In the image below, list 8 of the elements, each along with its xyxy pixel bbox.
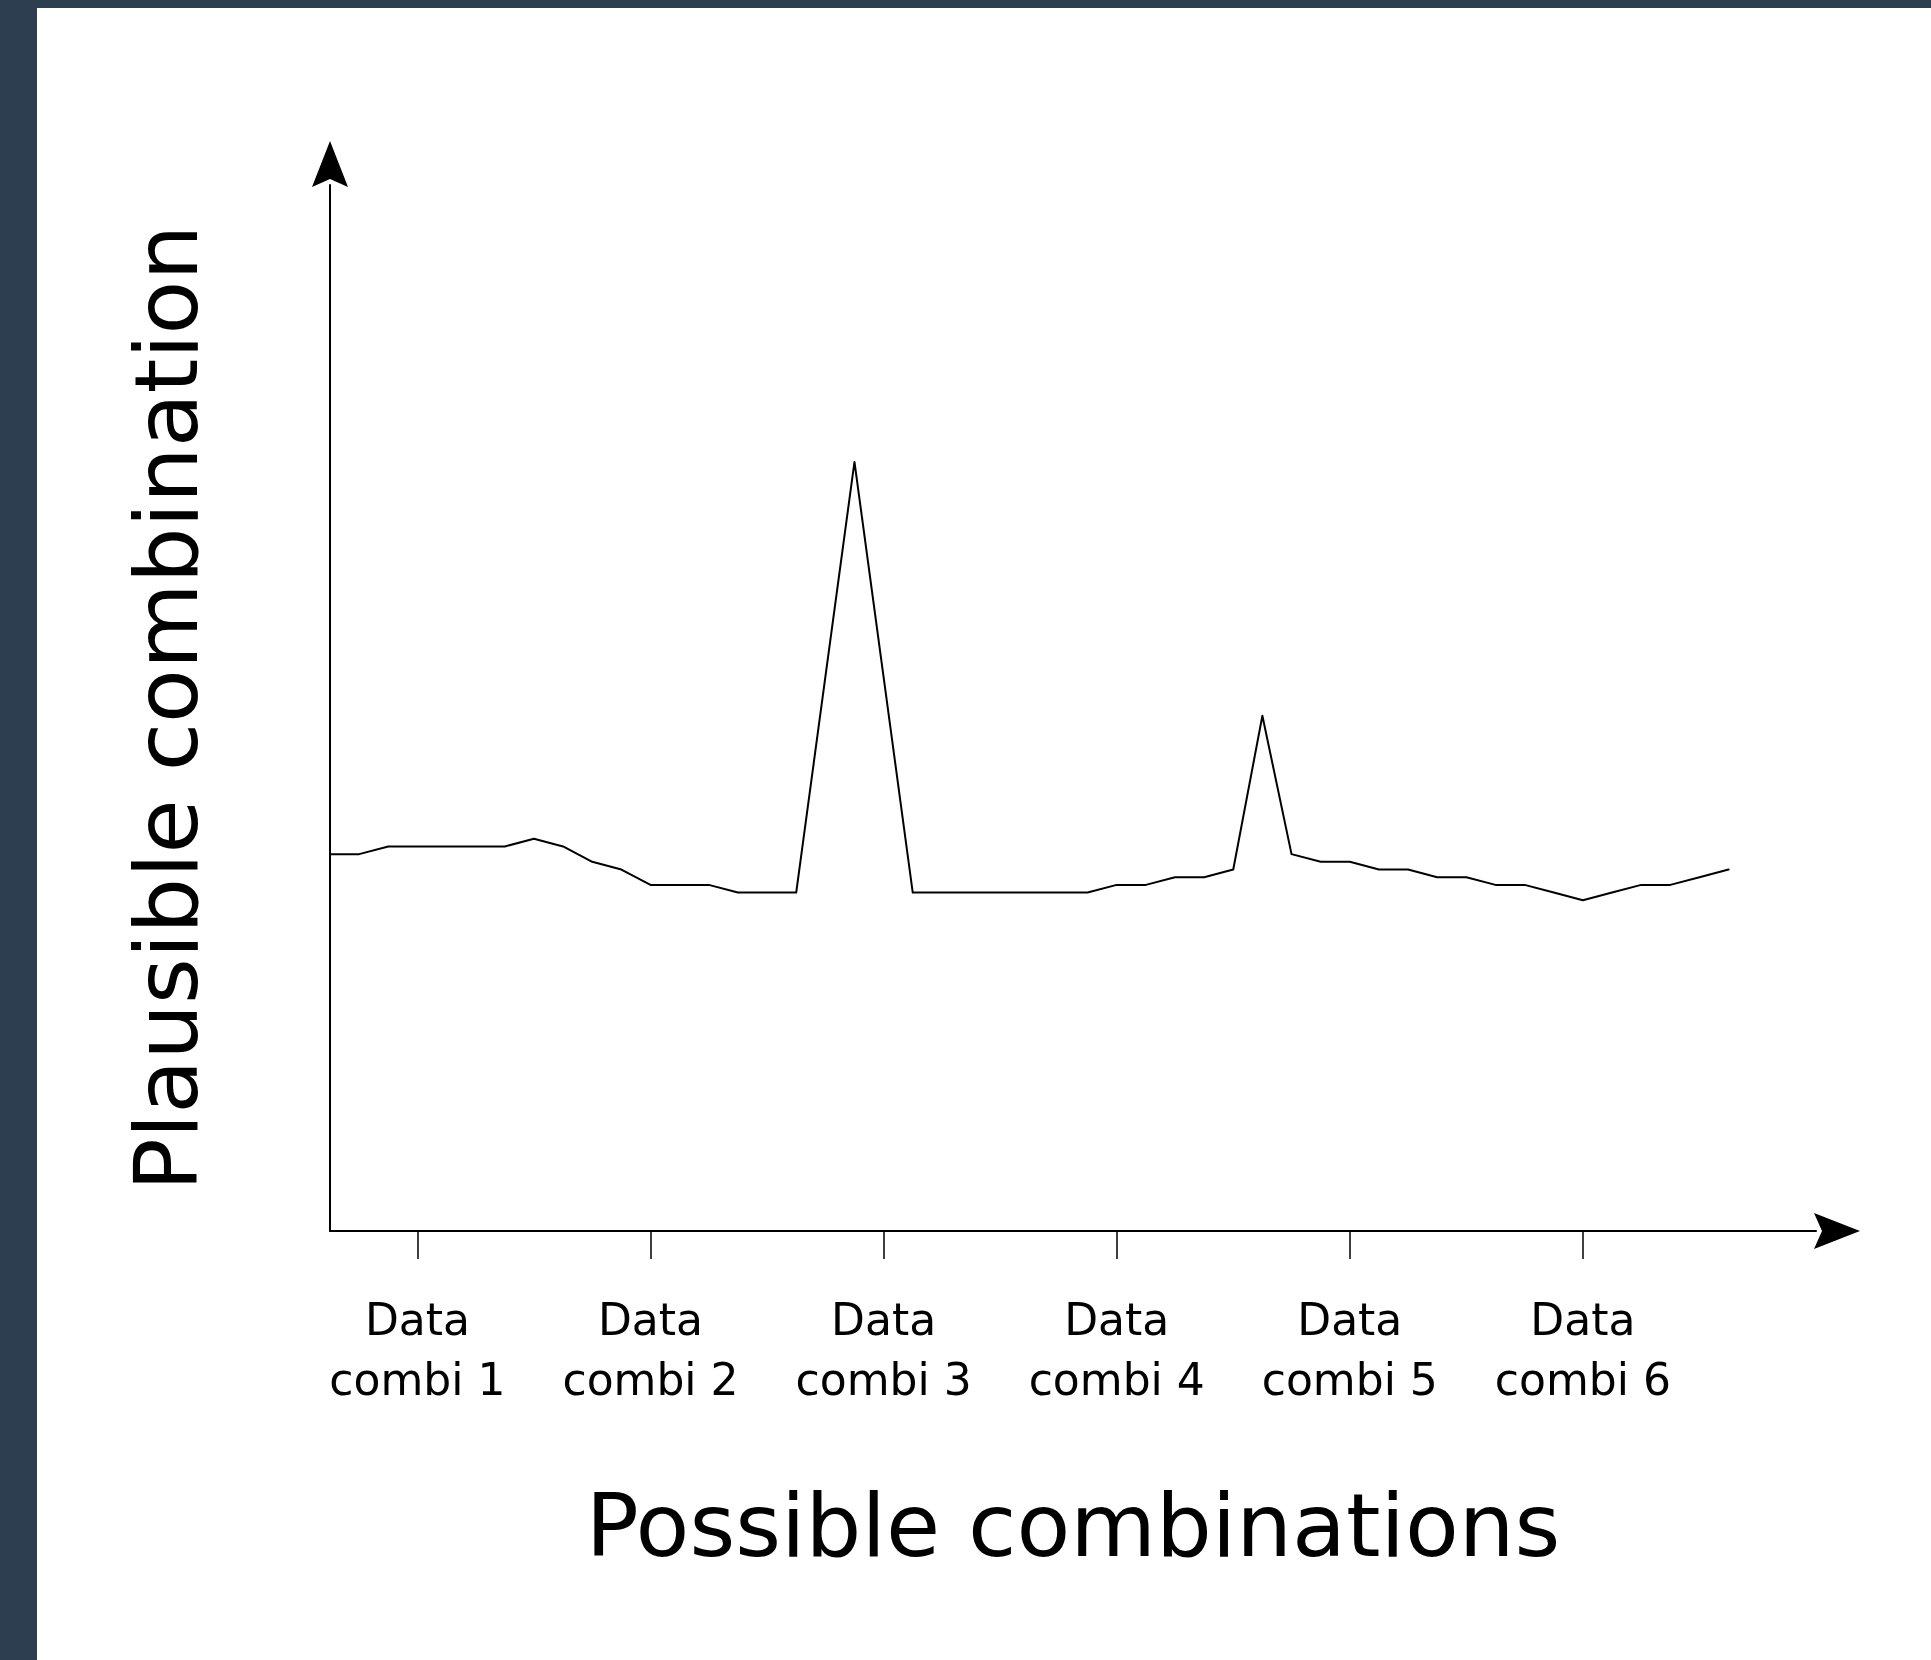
x-tick-label: Data combi 1	[329, 1293, 506, 1405]
x-tick-label: Data combi 2	[562, 1293, 739, 1405]
y-axis-title: Plausible combination	[114, 224, 218, 1192]
x-tick-label: Data combi 4	[1028, 1293, 1205, 1405]
x-tick-label: Data combi 6	[1494, 1293, 1671, 1405]
x-tick-label: Data combi 3	[795, 1293, 972, 1405]
x-axis-title: Possible combinations	[585, 1473, 1561, 1577]
x-tick-label: Data combi 5	[1261, 1293, 1438, 1405]
